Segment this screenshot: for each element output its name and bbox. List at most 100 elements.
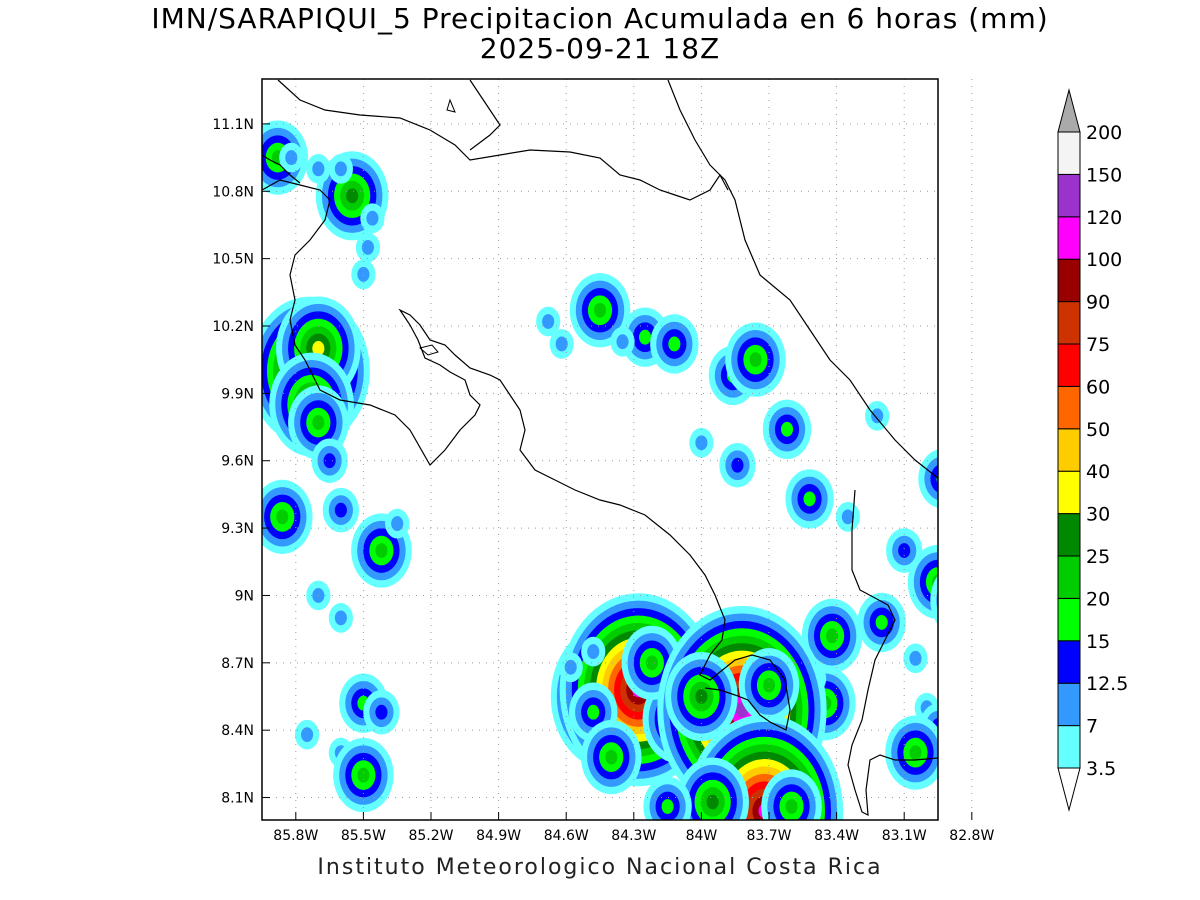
colorbar-level-label: 25 bbox=[1086, 546, 1110, 568]
colorbar-swatch bbox=[1057, 428, 1081, 472]
precipitation-field bbox=[262, 120, 1048, 820]
axis-ticks: 85.8W 85.5W 85.2W 84.9W 84.6W 84.3W 84W 83.7W 83… bbox=[212, 117, 994, 844]
lat-tick-label: 9.3N bbox=[221, 521, 254, 537]
precip-cell bbox=[971, 614, 995, 644]
precip-contour bbox=[749, 352, 762, 368]
precip-contour bbox=[357, 266, 370, 282]
colorbar-level-label: 40 bbox=[1086, 461, 1110, 483]
precip-cell bbox=[676, 757, 749, 820]
colorbar-swatch bbox=[1057, 131, 1081, 175]
map-date: 2025-09-21 18Z bbox=[479, 32, 721, 65]
precip-contour bbox=[564, 659, 577, 675]
precip-contour bbox=[276, 509, 289, 525]
precip-contour bbox=[375, 543, 388, 558]
colorbar-swatch bbox=[1057, 682, 1081, 727]
colorbar-level-label: 200 bbox=[1086, 122, 1122, 144]
colorbar-level-label: 15 bbox=[1086, 631, 1110, 653]
precip-contour bbox=[301, 727, 314, 743]
precip-cell bbox=[865, 400, 890, 431]
precip-cell bbox=[581, 636, 606, 667]
precip-cell bbox=[536, 306, 561, 337]
precip-cell bbox=[987, 608, 1048, 682]
precip-cell bbox=[650, 314, 699, 374]
institution-footer: Instituto Meteorologico Nacional Costa R… bbox=[317, 855, 883, 880]
precip-cell bbox=[643, 776, 692, 820]
precip-contour bbox=[312, 415, 325, 430]
precip-contour bbox=[987, 608, 1048, 682]
precip-contour bbox=[605, 749, 618, 765]
precip-cell bbox=[785, 469, 834, 529]
colorbar-over-arrow bbox=[1057, 88, 1081, 133]
precip-cell bbox=[835, 502, 860, 532]
precip-cell bbox=[363, 689, 400, 735]
lon-tick-label: 83.4W bbox=[814, 828, 859, 844]
precip-contour bbox=[1005, 630, 1029, 660]
precip-cell bbox=[328, 153, 353, 184]
precip-contour bbox=[334, 161, 347, 177]
lat-tick-label: 9.6N bbox=[221, 454, 254, 470]
precip-contour bbox=[999, 623, 1035, 668]
lon-tick-label: 84.9W bbox=[476, 828, 521, 844]
precip-cell bbox=[306, 153, 331, 184]
lat-tick-label: 8.4N bbox=[221, 723, 254, 739]
precip-cell bbox=[294, 719, 320, 750]
precip-contour bbox=[334, 610, 347, 626]
precip-contour bbox=[924, 457, 938, 501]
precip-contour bbox=[930, 464, 938, 493]
lat-tick-label: 11.1N bbox=[212, 117, 254, 133]
precip-contour bbox=[909, 650, 922, 666]
precip-contour bbox=[375, 704, 388, 720]
precip-cell bbox=[930, 575, 972, 625]
precip-contour bbox=[357, 767, 370, 783]
precip-contour bbox=[361, 239, 374, 255]
precip-contour bbox=[366, 210, 379, 226]
precip-contour bbox=[587, 644, 600, 660]
colorbar-swatch bbox=[1057, 343, 1081, 387]
colorbar-level-label: 30 bbox=[1086, 504, 1110, 526]
precip-cell bbox=[262, 479, 313, 554]
lon-tick-label: 83.1W bbox=[882, 828, 927, 844]
precip-contour bbox=[645, 655, 658, 671]
precip-contour bbox=[661, 799, 674, 814]
colorbar-swatch bbox=[1057, 725, 1081, 769]
precip-contour bbox=[875, 614, 888, 630]
precip-cell bbox=[610, 326, 635, 357]
colorbar-swatch bbox=[1057, 470, 1081, 515]
precip-contour bbox=[785, 799, 798, 814]
precip-cell bbox=[558, 652, 583, 683]
lat-tick-label: 10.5N bbox=[212, 252, 254, 268]
precip-cell bbox=[918, 449, 938, 508]
precip-cell bbox=[351, 259, 376, 290]
colorbar-level-label: 100 bbox=[1086, 249, 1122, 271]
precip-cell bbox=[725, 322, 786, 397]
precip-cell bbox=[279, 142, 304, 173]
coastline bbox=[262, 79, 938, 817]
precip-contour bbox=[948, 585, 972, 615]
precip-contour bbox=[993, 615, 1041, 674]
colorbar-level-label: 60 bbox=[1086, 376, 1110, 398]
colorbar-swatch bbox=[1057, 258, 1081, 303]
colorbar: 3.5 7 12.5 15 20 25 30 40 50 60 75 90 100 120 150 200 bbox=[1057, 88, 1128, 812]
precip-contour bbox=[555, 336, 568, 352]
colorbar-level-label: 7 bbox=[1086, 716, 1098, 738]
precip-cell bbox=[549, 329, 574, 359]
precip-contour bbox=[334, 502, 347, 518]
precip-cell bbox=[689, 427, 714, 458]
precip-cell bbox=[665, 651, 738, 742]
precip-contour bbox=[312, 161, 325, 177]
precip-cell bbox=[355, 232, 381, 263]
precip-contour bbox=[616, 334, 629, 350]
precip-cell bbox=[333, 737, 394, 813]
precip-cell bbox=[569, 273, 631, 348]
precip-contour bbox=[871, 408, 884, 424]
precip-contour bbox=[391, 516, 404, 532]
map-title: IMN/SARAPIQUI_5 Precipitacion Acumulada … bbox=[151, 2, 1049, 35]
lat-tick-label: 8.7N bbox=[221, 656, 254, 672]
precip-contour bbox=[285, 150, 298, 166]
lon-tick-label: 84W bbox=[686, 828, 718, 844]
colorbar-swatch bbox=[1057, 640, 1081, 684]
precip-contour bbox=[803, 491, 816, 507]
colorbar-level-label: 50 bbox=[1086, 419, 1110, 441]
precip-contour bbox=[346, 188, 359, 204]
lat-tick-label: 10.8N bbox=[212, 184, 254, 200]
